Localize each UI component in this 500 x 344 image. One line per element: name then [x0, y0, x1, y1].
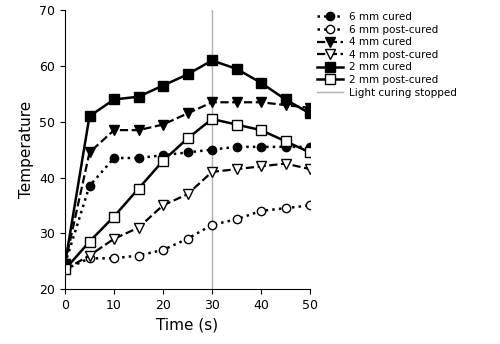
2 mm cured: [307, 111, 313, 116]
2 mm post-cured: [258, 128, 264, 132]
2 mm post-cured: [86, 239, 92, 244]
4 mm cured: [234, 100, 239, 104]
4 mm cured: [62, 262, 68, 266]
4 mm cured: [209, 100, 215, 104]
4 mm post-cured: [258, 164, 264, 169]
2 mm post-cured: [62, 267, 68, 271]
2 mm cured: [209, 58, 215, 63]
4 mm post-cured: [111, 237, 117, 241]
6 mm post-cured: [86, 256, 92, 260]
4 mm cured: [184, 111, 190, 116]
2 mm cured: [62, 262, 68, 266]
Line: 6 mm post-cured: 6 mm post-cured: [61, 201, 314, 273]
Line: 6 mm cured: 6 mm cured: [61, 143, 314, 268]
6 mm cured: [160, 153, 166, 157]
Line: 2 mm post-cured: 2 mm post-cured: [60, 114, 315, 274]
6 mm cured: [307, 145, 313, 149]
6 mm cured: [258, 145, 264, 149]
6 mm post-cured: [111, 256, 117, 260]
4 mm post-cured: [86, 254, 92, 258]
2 mm post-cured: [136, 186, 141, 191]
2 mm cured: [282, 97, 288, 101]
6 mm post-cured: [136, 254, 141, 258]
Line: 2 mm cured: 2 mm cured: [60, 56, 315, 269]
2 mm cured: [258, 81, 264, 85]
2 mm cured: [234, 67, 239, 71]
2 mm post-cured: [111, 214, 117, 218]
6 mm post-cured: [160, 248, 166, 252]
2 mm cured: [160, 84, 166, 88]
2 mm cured: [86, 114, 92, 118]
2 mm post-cured: [234, 122, 239, 127]
4 mm cured: [307, 106, 313, 110]
6 mm post-cured: [234, 217, 239, 222]
4 mm post-cured: [209, 170, 215, 174]
2 mm cured: [184, 72, 190, 76]
6 mm cured: [62, 262, 68, 266]
4 mm post-cured: [184, 192, 190, 196]
6 mm post-cured: [184, 237, 190, 241]
6 mm cured: [234, 145, 239, 149]
4 mm cured: [111, 128, 117, 132]
4 mm post-cured: [62, 267, 68, 271]
6 mm post-cured: [258, 209, 264, 213]
Line: 4 mm post-cured: 4 mm post-cured: [60, 159, 315, 274]
4 mm cured: [282, 103, 288, 107]
2 mm post-cured: [209, 117, 215, 121]
6 mm post-cured: [307, 203, 313, 207]
2 mm post-cured: [282, 139, 288, 143]
4 mm cured: [86, 150, 92, 154]
4 mm post-cured: [160, 203, 166, 207]
Legend: 6 mm cured, 6 mm post-cured, 4 mm cured, 4 mm post-cured, 2 mm cured, 2 mm post-: 6 mm cured, 6 mm post-cured, 4 mm cured,…: [315, 10, 458, 100]
4 mm post-cured: [307, 167, 313, 171]
4 mm post-cured: [136, 226, 141, 230]
6 mm cured: [209, 148, 215, 152]
4 mm post-cured: [234, 167, 239, 171]
4 mm cured: [258, 100, 264, 104]
4 mm cured: [136, 128, 141, 132]
6 mm cured: [184, 150, 190, 154]
X-axis label: Time (s): Time (s): [156, 317, 218, 332]
6 mm cured: [136, 156, 141, 160]
2 mm cured: [136, 95, 141, 99]
6 mm post-cured: [62, 267, 68, 271]
4 mm cured: [160, 122, 166, 127]
6 mm cured: [111, 156, 117, 160]
4 mm post-cured: [282, 162, 288, 166]
6 mm post-cured: [282, 206, 288, 210]
2 mm post-cured: [307, 150, 313, 154]
6 mm cured: [282, 145, 288, 149]
6 mm post-cured: [209, 223, 215, 227]
2 mm cured: [111, 97, 117, 101]
2 mm post-cured: [160, 159, 166, 163]
Line: 4 mm cured: 4 mm cured: [60, 97, 315, 269]
2 mm post-cured: [184, 137, 190, 141]
Y-axis label: Temperature: Temperature: [18, 101, 34, 198]
6 mm cured: [86, 184, 92, 188]
